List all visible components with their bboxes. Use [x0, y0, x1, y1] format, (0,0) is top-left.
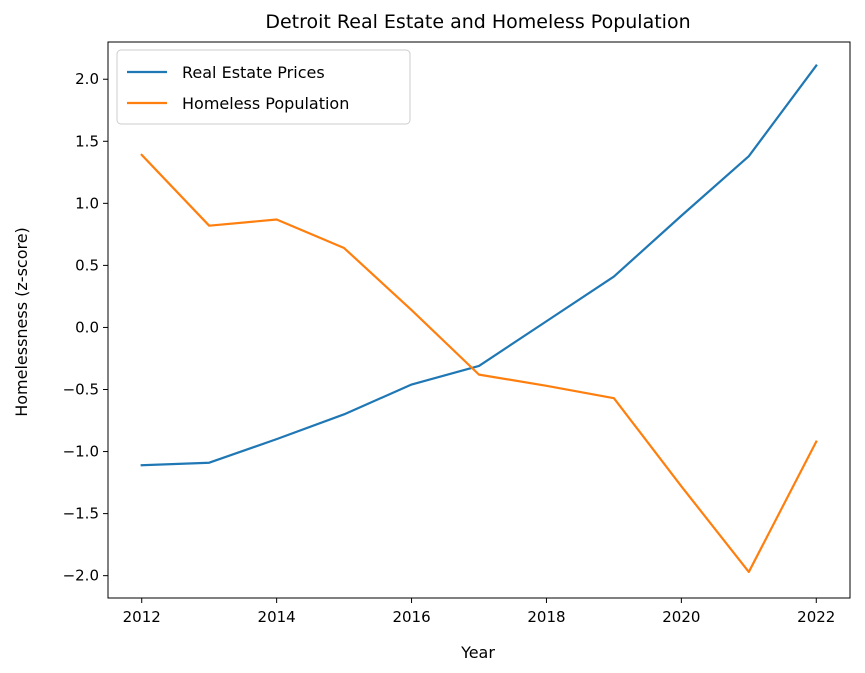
- series-line-1: [140, 153, 818, 574]
- chart-title: Detroit Real Estate and Homeless Populat…: [265, 11, 690, 33]
- y-tick-label: −1.5: [63, 505, 99, 523]
- legend-label-0: Real Estate Prices: [182, 63, 325, 82]
- legend-box: [116, 49, 411, 125]
- x-tick-label: 2022: [797, 608, 835, 626]
- y-tick-label: 1.0: [75, 194, 99, 212]
- y-tick-label: −2.0: [63, 567, 99, 585]
- y-tick-label: 2.0: [75, 70, 99, 88]
- y-tick-label: 0.5: [75, 256, 99, 274]
- x-axis-label: Year: [460, 643, 495, 662]
- y-tick-label: −0.5: [63, 381, 99, 399]
- y-tick-label: 1.5: [75, 132, 99, 150]
- series-line-0: [140, 64, 818, 467]
- x-tick-label: 2020: [662, 608, 700, 626]
- y-axis-label: Homelessness (z-score): [12, 227, 31, 417]
- plot-area: 2012 2014 2016 2018 2020 2022 −2.0 −1.5 −1.0 −0.5…: [63, 41, 851, 626]
- y-tick-label: 0.0: [75, 318, 99, 336]
- plot-frame: [107, 41, 851, 599]
- y-tick-label: −1.0: [63, 443, 99, 461]
- x-tick-label: 2016: [392, 608, 430, 626]
- x-tick-label: 2014: [258, 608, 296, 626]
- legend: Real Estate Prices Homeless Population: [116, 49, 411, 125]
- x-tick-label: 2012: [123, 608, 161, 626]
- legend-label-1: Homeless Population: [182, 94, 349, 113]
- x-tick-label: 2018: [527, 608, 565, 626]
